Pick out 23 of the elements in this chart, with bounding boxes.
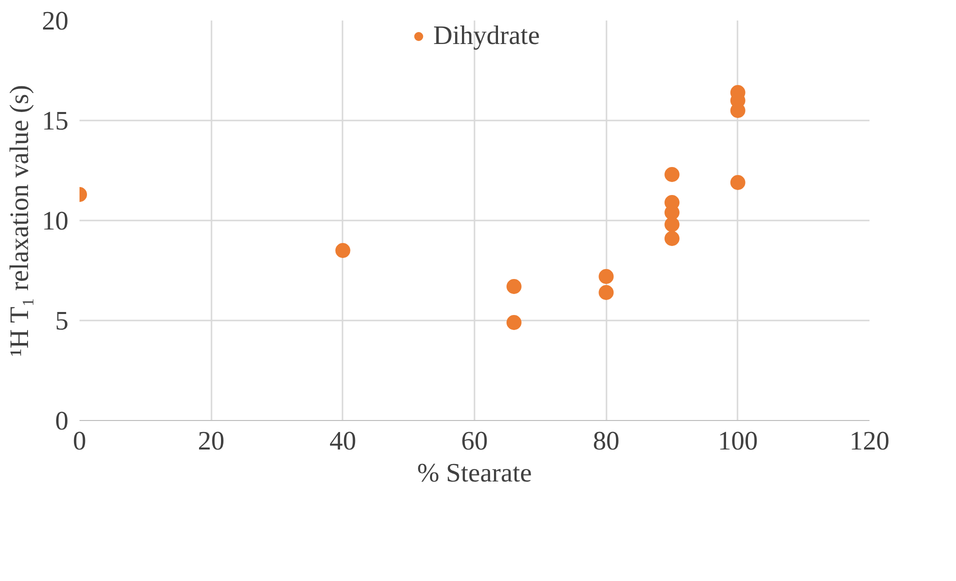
y-tick-label: 0 xyxy=(55,406,68,436)
legend-label: Dihydrate xyxy=(433,20,540,51)
point xyxy=(664,217,680,232)
x-tick-label: 20 xyxy=(198,426,224,456)
y-tick-label: 20 xyxy=(42,6,68,36)
x-tick-label: 120 xyxy=(850,426,890,456)
x-tick-label: 80 xyxy=(592,426,620,456)
y-tick-label: 5 xyxy=(55,306,68,336)
point xyxy=(598,269,614,284)
point xyxy=(335,243,350,258)
y-tick-label: 15 xyxy=(42,106,68,136)
y-tick-label: 10 xyxy=(42,206,68,236)
x-tick-label: 60 xyxy=(461,426,488,456)
point xyxy=(506,315,522,330)
y-axis-title: ¹H T₁ relaxation value (s) xyxy=(4,85,34,356)
point xyxy=(730,175,746,190)
x-axis-title: % Stearate xyxy=(417,458,532,488)
point xyxy=(506,279,522,294)
point xyxy=(664,231,680,246)
x-tick-label: 40 xyxy=(330,426,356,456)
point xyxy=(598,285,614,300)
x-tick-label: 100 xyxy=(718,426,758,456)
point xyxy=(664,167,680,182)
